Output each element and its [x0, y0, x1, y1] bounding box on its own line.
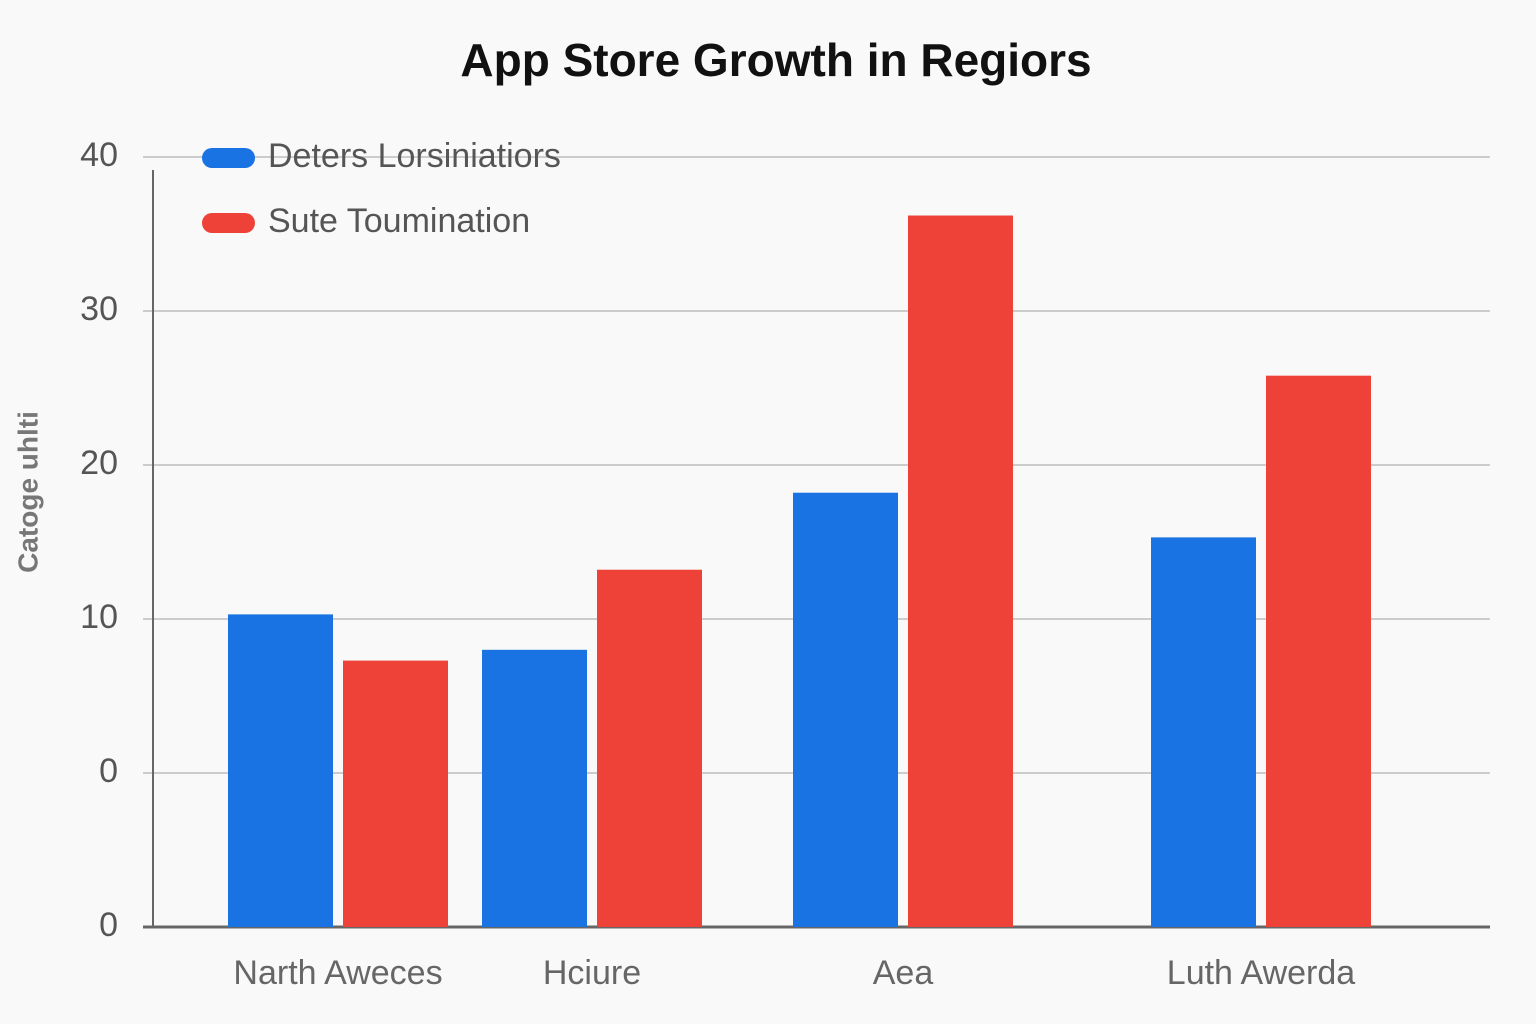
- chart-title: App Store Growth in Regiors: [460, 34, 1091, 86]
- legend-label: Sute Toumination: [268, 202, 530, 240]
- y-tick-label: 0: [99, 752, 118, 790]
- legend-swatch: [202, 213, 255, 233]
- bar: [343, 660, 448, 927]
- x-tick-label: Aea: [873, 954, 934, 992]
- y-tick-label: 10: [80, 598, 118, 636]
- y-tick-label: 0: [99, 906, 118, 944]
- bar: [908, 215, 1013, 927]
- legend-label: Deters Lorsiniatiors: [268, 137, 561, 175]
- y-tick-label: 40: [80, 136, 118, 174]
- y-axis-label: Catoge uhlti: [12, 411, 43, 573]
- x-tick-label: Luth Awerda: [1167, 954, 1356, 992]
- y-tick-label: 20: [80, 444, 118, 482]
- bar: [1151, 537, 1256, 927]
- x-tick-label: Narth Aweces: [233, 954, 442, 992]
- bar: [1266, 375, 1371, 927]
- bar: [793, 492, 898, 927]
- bar: [482, 649, 587, 927]
- bar: [228, 614, 333, 927]
- bar: [597, 569, 702, 927]
- legend-swatch: [202, 148, 255, 168]
- y-tick-label: 30: [80, 290, 118, 328]
- x-tick-label: Hciure: [543, 954, 641, 992]
